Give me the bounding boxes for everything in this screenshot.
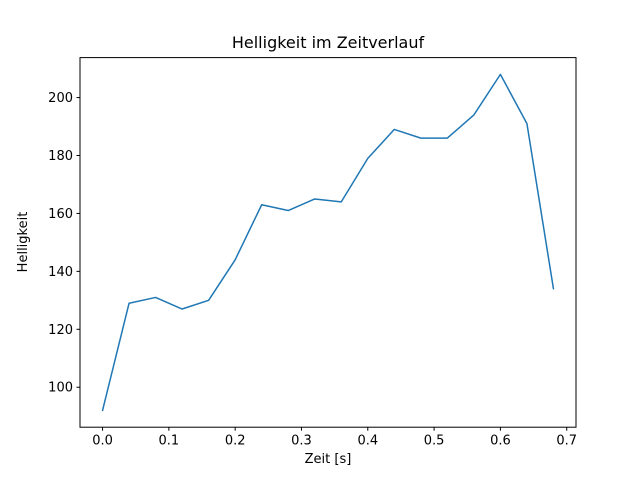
x-tick-label: 0.1	[159, 434, 180, 449]
x-tick-label: 0.6	[490, 434, 511, 449]
y-tick-label: 120	[48, 323, 73, 338]
x-tick-label: 0.5	[424, 434, 445, 449]
y-tick-label: 140	[48, 265, 73, 280]
y-tick-label: 160	[48, 207, 73, 222]
plot-area: 0.0 0.1 0.2 0.3 0.4 0.5 0.6 0.7 100 120 140 160 180 2…	[48, 57, 577, 449]
y-tick-label: 200	[48, 91, 73, 106]
x-tick-label: 0.0	[92, 434, 113, 449]
y-tick-label: 100	[48, 381, 73, 396]
x-tick-label: 0.3	[291, 434, 312, 449]
axes-spines	[79, 57, 577, 428]
x-axis-label: Zeit [s]	[305, 452, 352, 467]
data-series-line	[101, 73, 555, 412]
y-tick-label: 180	[48, 149, 73, 164]
x-tick-label: 0.4	[357, 434, 378, 449]
x-tick-label: 0.2	[225, 434, 246, 449]
y-axis-label: Helligkeit	[16, 212, 31, 273]
chart-title: Helligkeit im Zeitverlauf	[232, 33, 425, 52]
x-tick-label: 0.7	[556, 434, 577, 449]
